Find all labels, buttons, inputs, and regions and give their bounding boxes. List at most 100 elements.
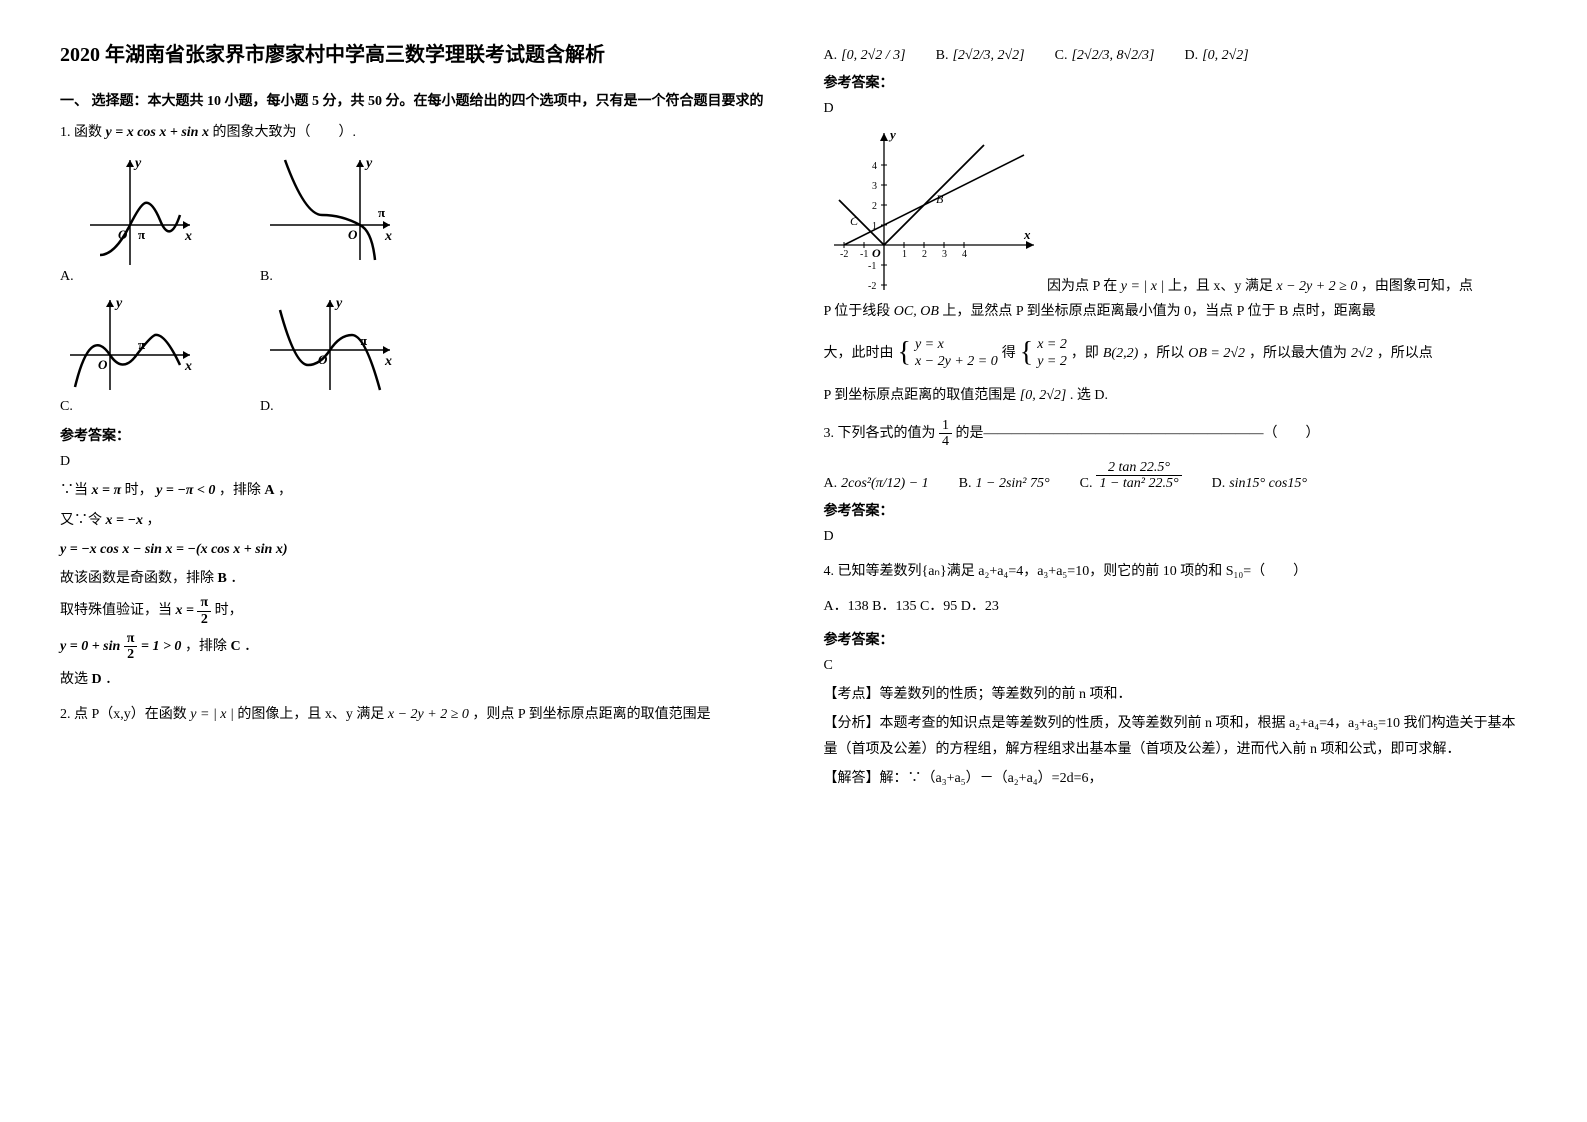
svg-text:x: x	[384, 229, 392, 244]
svg-text:y: y	[114, 296, 123, 311]
t: sin15° cos15°	[1229, 476, 1307, 492]
t: ．	[230, 571, 244, 586]
t: y = x	[915, 337, 998, 354]
t: 又∵令	[60, 513, 102, 528]
t: ，排除	[185, 639, 227, 654]
q1-label-c: C.	[60, 399, 200, 415]
svg-text:4: 4	[962, 249, 967, 260]
q1-graph-c: y x O π C.	[60, 295, 200, 415]
q1-label-b: B.	[260, 269, 400, 285]
graph-d-svg: y x O π	[260, 295, 400, 395]
t: ，则点 P 到坐标原点距离的取值范围是	[472, 707, 710, 722]
t: 上，显然点 P 到坐标原点距离最小值为 0，当点 P 位于 B 点时，距离最	[942, 304, 1375, 319]
t: ，即	[1071, 341, 1099, 366]
t: [2√2/3, 2√2]	[952, 48, 1024, 64]
q1-graphs-row2: y x O π C. y x O π	[60, 295, 764, 415]
right-column: A. [0, 2√2 / 3] B. [2√2/3, 2√2] C. [2√2/…	[824, 40, 1528, 795]
t: x − 2y + 2 ≥ 0	[1276, 279, 1357, 294]
svg-text:2: 2	[922, 249, 927, 260]
t: x = −x	[106, 513, 143, 528]
svg-text:x: x	[1023, 227, 1031, 242]
t: [2√2/3, 8√2/3]	[1071, 48, 1154, 64]
t: 时，	[215, 603, 243, 618]
t: B.	[959, 476, 972, 492]
q1-stem-prefix: 1. 函数	[60, 125, 102, 140]
question-1: 1. 函数 y = x cos x + sin x 的图象大致为（ ）.	[60, 120, 764, 145]
svg-text:-1: -1	[860, 249, 868, 260]
t: y = −π < 0	[156, 483, 215, 498]
svg-text:3: 3	[942, 249, 947, 260]
t: 故选	[60, 672, 88, 687]
svg-text:π: π	[378, 205, 385, 220]
q1-sol-1: ∵当 x = π 时， y = −π < 0 ，排除 A ，	[60, 478, 764, 503]
t: ，	[146, 513, 160, 528]
q3-opt-d: D. sin15° cos15°	[1212, 476, 1307, 492]
q2-sol-p2: P 位于线段 OC, OB 上，显然点 P 到坐标原点距离最小值为 0，当点 P…	[824, 299, 1528, 324]
t: 故该函数是奇函数，排除	[60, 571, 214, 586]
t: A.	[824, 48, 838, 64]
t: A	[264, 483, 274, 498]
graph-c-svg: y x O π	[60, 295, 200, 395]
q1-label-a: A.	[60, 269, 200, 285]
svg-text:C: C	[850, 214, 859, 228]
q2-opt-c: C. [2√2/3, 8√2/3]	[1055, 48, 1155, 64]
svg-text:x: x	[184, 229, 192, 244]
t: D.	[1212, 476, 1226, 492]
t: 2cos²(π/12) − 1	[841, 476, 929, 492]
t: 的是————————————————————（ ）	[956, 426, 1320, 441]
t: [0, 2√2 / 3]	[841, 48, 905, 64]
t: 2 tan 22.5°	[1096, 460, 1181, 476]
q1-graph-d: y x O π D.	[260, 295, 400, 415]
svg-text:4: 4	[872, 161, 877, 172]
q2-opt-d: D. [0, 2√2]	[1185, 48, 1249, 64]
q1-sol-4: 故该函数是奇函数，排除 B ．	[60, 566, 764, 591]
q3-opt-b: B. 1 − 2sin² 75°	[959, 476, 1050, 492]
t: D	[92, 672, 102, 687]
t: [0, 2√2]	[1020, 388, 1067, 403]
t: x =	[176, 603, 198, 618]
t: y = | x |	[1121, 279, 1165, 294]
left-column: 2020 年湖南省张家界市廖家村中学高三数学理联考试题含解析 一、 选择题：本大…	[60, 40, 764, 795]
q3-opt-c: C. 2 tan 22.5°1 − tan² 22.5°	[1080, 460, 1182, 492]
t: 因为点 P 在	[1047, 279, 1117, 294]
t: 2. 点 P（x,y）在函数	[60, 707, 187, 722]
t: ，由图象可知，点	[1361, 279, 1473, 294]
t: OB = 2√2	[1188, 341, 1245, 366]
svg-text:O: O	[872, 246, 881, 260]
t: = 1 > 0	[141, 639, 181, 654]
t: 1 − tan² 22.5°	[1096, 476, 1181, 491]
t: 大，此时由	[824, 341, 894, 366]
t: 1	[939, 418, 952, 434]
q1-graph-b: π y x O B.	[260, 155, 400, 285]
svg-text:x: x	[384, 354, 392, 369]
t: B(2,2)	[1103, 341, 1138, 366]
t: x = π	[92, 483, 122, 498]
t: ，所以最大值为	[1249, 341, 1347, 366]
t: x = 2	[1037, 337, 1067, 354]
t: 的图像上，且 x、y 满足	[237, 707, 384, 722]
t: ，	[278, 483, 292, 498]
t: π	[197, 595, 211, 611]
t: P 到坐标原点距离的取值范围是	[824, 388, 1017, 403]
t: π	[124, 631, 138, 647]
q1-graph-a: y x O π A.	[60, 155, 200, 285]
graph-b-svg: π y x O	[260, 155, 400, 265]
q2-sol-p3: 大，此时由 { y = x x − 2y + 2 = 0 得 { x = 2 y…	[824, 328, 1528, 378]
brace-icon: {	[898, 328, 911, 378]
q4-sol-3: 【解答】解：∵（a₃+a₅）－（a₂+a₄）=2d=6，	[824, 766, 1528, 791]
t: y = | x |	[190, 707, 234, 722]
svg-text:-2: -2	[840, 249, 848, 260]
q2-sol-p4: P 到坐标原点距离的取值范围是 [0, 2√2] . 选 D.	[824, 383, 1528, 408]
svg-text:y: y	[364, 156, 373, 171]
t: OC, OB	[894, 304, 939, 319]
svg-text:y: y	[133, 156, 142, 171]
q4-ans-letter: C	[824, 653, 1528, 678]
q4-sol-1: 【考点】等差数列的性质；等差数列的前 n 项和．	[824, 682, 1528, 707]
q2-ans-letter: D	[824, 96, 1528, 121]
t: B	[218, 571, 227, 586]
q1-sol-3: y = −x cos x − sin x = −(x cos x + sin x…	[60, 537, 764, 562]
exam-page: 2020 年湖南省张家界市廖家村中学高三数学理联考试题含解析 一、 选择题：本大…	[60, 40, 1527, 795]
svg-text:-1: -1	[868, 261, 876, 272]
svg-text:3: 3	[872, 181, 877, 192]
t: A.	[824, 476, 838, 492]
